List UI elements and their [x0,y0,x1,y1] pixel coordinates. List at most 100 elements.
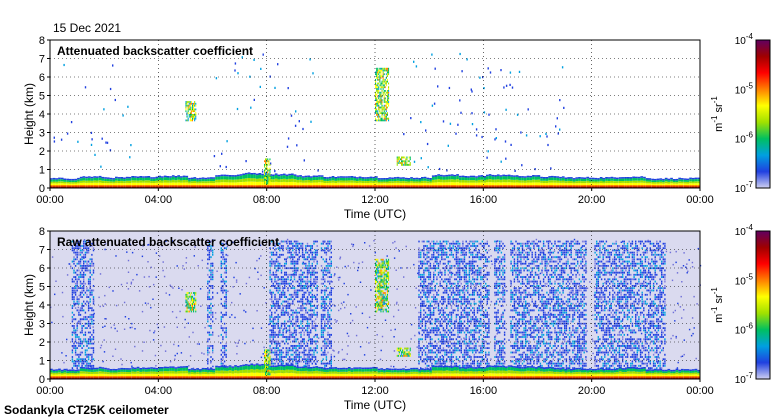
noise-cell [455,358,458,361]
noise-cell [274,349,276,352]
noise-cell [444,320,446,323]
cloud-cell [380,101,382,103]
boundary-layer-cell [120,177,124,179]
noise-cell [449,336,451,338]
noise-cell [459,293,461,296]
noise-cell [73,256,75,259]
noise-cell [274,285,276,287]
noise-cell [431,249,433,252]
noise-cell [306,329,309,332]
cloud-cell [384,117,386,120]
noise-cell [83,262,85,265]
cloud-cell [382,71,384,74]
noise-cell [437,273,440,276]
boundary-layer-cell [60,185,64,187]
noise-cell [437,302,440,305]
boundary-layer-cell [101,185,105,187]
noise-cell [225,356,227,358]
noise-cell [298,273,300,276]
noise-cell [439,320,441,323]
cloud-cell [388,88,390,90]
noise-cell [225,333,227,336]
boundary-layer-cell [69,180,72,183]
noise-cell [290,260,292,263]
boundary-layer-cell [594,186,598,188]
noise-cell [433,298,435,301]
noise-cell [74,258,77,261]
cloud-cell [402,160,404,163]
boundary-layer-cell [239,182,243,185]
boundary-layer-cell [402,186,405,188]
boundary-layer-cell [190,183,194,185]
cloud-cell [269,167,271,170]
boundary-layer-cell [394,177,397,179]
boundary-layer-cell [605,180,608,183]
noise-cell [324,347,326,349]
noise-cell [74,364,77,367]
noise-cell [463,358,466,361]
boundary-layer-cell [599,185,603,187]
noise-cell [449,360,451,363]
boundary-layer-cell [461,180,465,183]
noise-cell [288,333,291,336]
noise-cell [293,338,296,341]
cloud-cell [375,117,377,120]
noise-cell [279,298,281,301]
cloud-cell [386,99,388,101]
cloud-cell [375,80,377,83]
noise-cell [222,249,224,252]
noise-cell [306,276,309,278]
noise-cell [71,289,74,292]
noise-cell [324,338,326,341]
cloud-cell [377,73,379,76]
noise-cell [79,296,82,298]
noise-cell [207,305,209,307]
boundary-layer-cell [166,186,170,188]
noise-cell [79,353,82,356]
noise-cell [308,293,310,296]
noise-cell [280,291,283,294]
noise-cell [300,360,302,363]
noise-cell [320,325,323,327]
noise-cell [73,362,75,365]
noise-cell [76,327,78,329]
noise-cell [297,316,299,318]
noise-cell [462,362,464,365]
noise-cell [212,313,214,316]
cloud-cell [379,69,381,72]
boundary-layer-cell [147,182,151,185]
noise-cell [87,247,90,250]
noise-cell [441,358,443,361]
noise-cell [330,289,332,292]
noise-cell [76,302,78,305]
y-tick-label: 1 [39,165,45,177]
cloud-cell [187,101,189,103]
noise-cell [539,135,541,138]
noise-cell [308,265,310,267]
noise-cell [325,242,328,245]
cloud-cell [398,162,400,164]
noise-cell [452,253,454,256]
noise-cell [271,325,273,327]
boundary-layer-cell [659,183,663,186]
noise-cell [426,287,428,289]
boundary-layer-cell [185,182,189,185]
noise-cell [500,160,502,163]
noise-cell [300,273,302,276]
cloud-cell [376,97,378,100]
boundary-layer-cell [231,176,235,180]
noise-cell [81,258,83,261]
cloud-cell [376,77,378,79]
noise-cell [84,269,87,272]
noise-cell [269,271,271,274]
noise-cell [316,278,318,281]
noise-cell [442,358,445,361]
cloud-cell [378,91,380,94]
boundary-layer-cell [66,186,69,188]
noise-cell [313,280,315,283]
cloud-cell [187,112,189,114]
noise-cell [223,345,226,347]
boundary-layer-cell [475,182,478,185]
noise-cell [90,131,93,134]
noise-cell [434,242,436,245]
